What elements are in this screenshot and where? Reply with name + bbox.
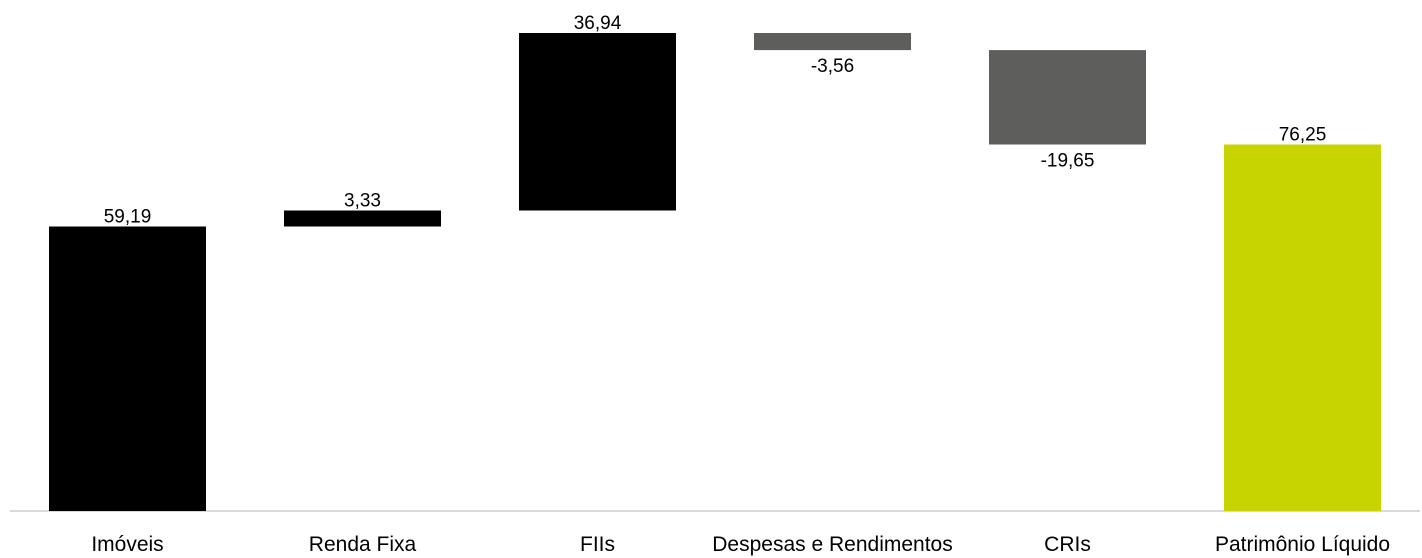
category-label-6: Patrimônio Líquido	[1215, 533, 1390, 556]
bar-4	[754, 33, 911, 51]
value-label-2: 3,33	[344, 191, 381, 212]
category-label-3: FIIs	[580, 533, 615, 556]
bar-3	[519, 33, 676, 211]
value-label-3: 36,94	[574, 13, 622, 34]
category-label-1: Imóveis	[91, 533, 163, 556]
value-label-1: 59,19	[104, 207, 152, 228]
value-label-4: -3,56	[811, 56, 854, 77]
category-label-4: Despesas e Rendimentos	[712, 533, 952, 556]
bar-1	[49, 226, 206, 511]
bar-6	[1224, 144, 1381, 511]
value-label-6: 76,25	[1279, 125, 1327, 146]
bar-5	[989, 50, 1146, 145]
bar-2	[284, 210, 441, 227]
category-label-2: Renda Fixa	[309, 533, 417, 556]
value-label-5: -19,65	[1041, 151, 1095, 172]
category-label-5: CRIs	[1044, 533, 1091, 556]
